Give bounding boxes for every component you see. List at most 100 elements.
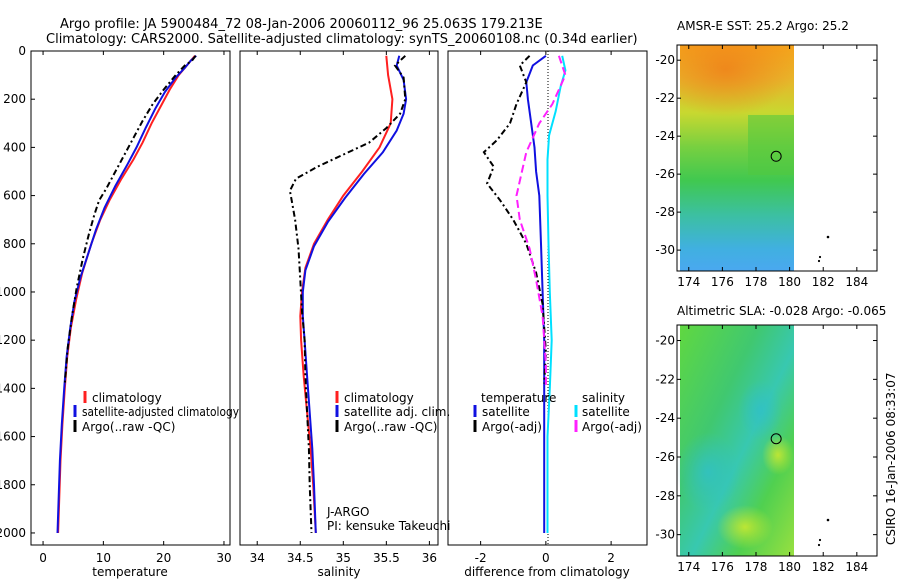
series-line-satellite-adjusted-climatology (56, 55, 197, 534)
y-tick-label: 1800 (0, 478, 26, 492)
x-tick-label: 34.5 (287, 551, 314, 565)
difference-series-lines (482, 54, 567, 533)
x-tick-label: 182 (812, 275, 835, 289)
temperature-y-ticks: 0 200 400 600 800 1000 1200 1400 1600 1800 2000 (0, 44, 35, 540)
sst-map-title: AMSR-E SST: 25.2 Argo: 25.2 (677, 19, 849, 33)
y-tick-label: -22 (655, 91, 675, 105)
difference-x-ticks: -2 0 2 (475, 51, 615, 565)
y-tick-label: -28 (655, 489, 675, 503)
y-tick-label: 1200 (0, 333, 26, 347)
temperature-panel: 0 10 20 30 0 200 400 600 800 1000 1200 1400 1600 180… (0, 44, 239, 579)
side-timestamp-label: CSIRO 16-Jan-2006 08:33:07 (884, 373, 898, 545)
x-tick-label: 2 (607, 551, 615, 565)
x-tick-label: 178 (745, 560, 768, 574)
x-tick-label: 34 (250, 551, 265, 565)
y-tick-label: -20 (655, 53, 675, 67)
sst-profile-marker (770, 150, 782, 162)
series-line-climatology (299, 55, 394, 534)
sst-field-warm-patch (680, 45, 794, 125)
sla-x-ticks: 174 176 178 180 182 184 (677, 325, 868, 574)
x-tick-label: 180 (778, 560, 801, 574)
island-dot (817, 543, 821, 547)
sst-y-ticks: -20 -22 -24 -26 -28 -30 (655, 53, 877, 257)
legend-label-sal-argo: Argo(-adj) (582, 420, 642, 434)
sst-field-green-patch (748, 115, 794, 175)
sla-field-cyan-patch (676, 432, 740, 512)
y-tick-label: 400 (3, 140, 26, 154)
y-tick-label: -28 (655, 205, 675, 219)
island-dot (818, 538, 822, 542)
y-tick-label: 0 (18, 44, 26, 58)
x-tick-label: 36 (422, 551, 437, 565)
legend-label-satellite-adjusted: satellite-adjusted climatology (82, 405, 239, 419)
legend-label-argo: Argo(..raw -QC) (82, 420, 175, 434)
x-tick-label: 10 (96, 551, 111, 565)
x-tick-label: 0 (542, 551, 550, 565)
x-tick-label: 180 (778, 275, 801, 289)
y-tick-label: 600 (3, 189, 26, 203)
salinity-x-ticks: 34 34.5 35 35.5 36 (250, 51, 437, 565)
island-dot (826, 235, 830, 239)
series-line-argo-adj (515, 55, 567, 389)
sla-map-panel: Altimetric SLA: -0.028 Argo: -0.065 174 1… (655, 304, 886, 574)
legend-label-temp-argo: Argo(-adj) (482, 420, 542, 434)
legend-label-climatology: climatology (344, 391, 414, 405)
sst-x-ticks: 174 176 178 180 182 184 (677, 45, 868, 289)
x-tick-label: 176 (711, 560, 734, 574)
legend-label-argo: Argo(..raw -QC) (344, 420, 437, 434)
series-line-satellite-adj-clim (301, 55, 408, 534)
y-tick-label: -20 (655, 334, 675, 348)
island-dot (818, 255, 822, 259)
y-tick-label: 1400 (0, 381, 26, 395)
y-tick-label: -24 (655, 411, 675, 425)
temperature-legend: climatology satellite-adjusted climatolo… (73, 391, 239, 434)
pi-line1: J-ARGO (326, 505, 369, 519)
sst-islands (817, 235, 830, 263)
sla-profile-marker (770, 433, 782, 445)
legend-title-salinity: salinity (582, 391, 625, 405)
sst-field (680, 45, 794, 271)
legend-label-temp-satellite: satellite (482, 405, 530, 419)
x-tick-label: 35.5 (373, 551, 400, 565)
series-line-climatology (57, 55, 196, 534)
island-dot (817, 259, 821, 263)
salinity-plot-frame (239, 50, 439, 546)
header-line1: Argo profile: JA 5900484_72 08-Jan-2006 … (60, 17, 543, 32)
header-line2: Climatology: CARS2000. Satellite-adjuste… (46, 32, 638, 47)
y-tick-label: -30 (655, 243, 675, 257)
y-tick-label: 800 (3, 237, 26, 251)
series-line-argo-adj (482, 55, 547, 384)
series-line-satellite (525, 54, 547, 533)
legend-label-satellite-adj: satellite adj. clim. (344, 405, 450, 419)
y-tick-label: 1000 (0, 285, 26, 299)
y-tick-label: 2000 (0, 526, 26, 540)
sla-field (676, 325, 794, 556)
sst-map-panel: AMSR-E SST: 25.2 Argo: 25.2 174 176 178 180… (655, 19, 878, 289)
y-tick-label: 1600 (0, 430, 26, 444)
sst-map-frame (676, 44, 878, 272)
sla-field-yellow-patch (717, 505, 773, 549)
legend-label-sal-satellite: satellite (582, 405, 630, 419)
y-tick-label: -24 (655, 129, 675, 143)
temperature-plot-frame (30, 50, 231, 546)
y-tick-label: -30 (655, 528, 675, 542)
salinity-panel: 34 34.5 35 35.5 36 salinity climatology sate… (239, 50, 450, 579)
difference-panel: -2 0 2 difference from climatology tempera… (447, 50, 648, 579)
x-tick-label: 178 (745, 275, 768, 289)
salinity-legend: climatology satellite adj. clim. Argo(..… (335, 391, 450, 434)
x-tick-label: 20 (156, 551, 171, 565)
legend-label-climatology: climatology (92, 391, 162, 405)
legend-title-temperature: temperature (481, 391, 556, 405)
pi-line2: PI: kensuke Takeuchi (327, 519, 450, 533)
island-dot (826, 518, 830, 522)
difference-legend: temperature salinity satellite Argo(-adj… (473, 391, 642, 434)
series-line-argo-raw-qc (63, 55, 197, 384)
sla-map-frame (676, 324, 878, 557)
y-tick-label: 200 (3, 92, 26, 106)
salinity-series-lines (288, 55, 408, 534)
series-line-satellite (546, 55, 567, 533)
temperature-xlabel: temperature (92, 565, 167, 579)
x-tick-label: 0 (39, 551, 47, 565)
x-tick-label: 35 (336, 551, 351, 565)
